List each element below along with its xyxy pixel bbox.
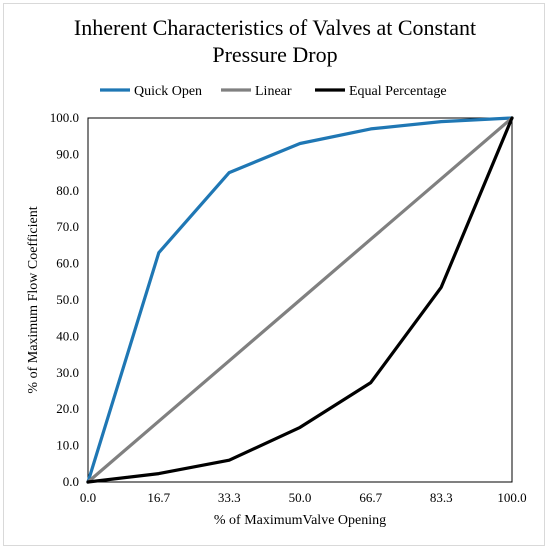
series-line-linear	[86, 116, 514, 484]
plot-area-border	[87, 117, 513, 483]
y-tick-label: 50.0	[56, 292, 79, 307]
legend-label-quick-open: Quick Open	[134, 84, 202, 99]
x-tick-label: 66.7	[359, 490, 382, 505]
x-tick-label: 100.0	[497, 490, 526, 505]
tick-labels: 0.0 10.0 20.0 30.0 40.0 50.0 60.0 70.0 80.0 90.0 1…	[50, 110, 527, 505]
x-tick-label: 16.7	[147, 490, 170, 505]
y-tick-label: 70.0	[56, 219, 79, 234]
y-tick-label: 0.0	[63, 474, 79, 489]
chart-title-line-2: Pressure Drop	[212, 42, 338, 67]
y-axis-label: % of Maximum Flow Coefficient	[26, 206, 41, 393]
x-tick-label: 33.3	[218, 490, 241, 505]
y-tick-label: 60.0	[56, 256, 79, 271]
series-lines	[86, 116, 514, 484]
series-line-equal-percentage	[86, 116, 514, 484]
y-tick-label: 10.0	[56, 438, 79, 453]
legend-label-linear: Linear	[255, 84, 292, 99]
chart-frame	[3, 3, 545, 546]
series-line-quick-open	[86, 116, 514, 484]
legend-label-equal-percentage: Equal Percentage	[349, 84, 447, 99]
y-tick-label: 40.0	[56, 328, 79, 343]
x-tick-label: 50.0	[289, 490, 312, 505]
y-tick-label: 90.0	[56, 146, 79, 161]
y-tick-label: 20.0	[56, 401, 79, 416]
chart-title: Inherent Characteristics of Valves at Co…	[0, 14, 550, 68]
y-tick-label: 30.0	[56, 365, 79, 380]
y-tick-label: 100.0	[50, 110, 79, 125]
chart-title-line-1: Inherent Characteristics of Valves at Co…	[73, 15, 477, 40]
x-tick-label: 83.3	[430, 490, 453, 505]
x-tick-label: 0.0	[80, 490, 96, 505]
y-tick-label: 80.0	[56, 183, 79, 198]
x-axis-label: % of MaximumValve Opening	[214, 513, 386, 528]
legend: Quick Open Linear Equal Percentage	[100, 84, 447, 99]
